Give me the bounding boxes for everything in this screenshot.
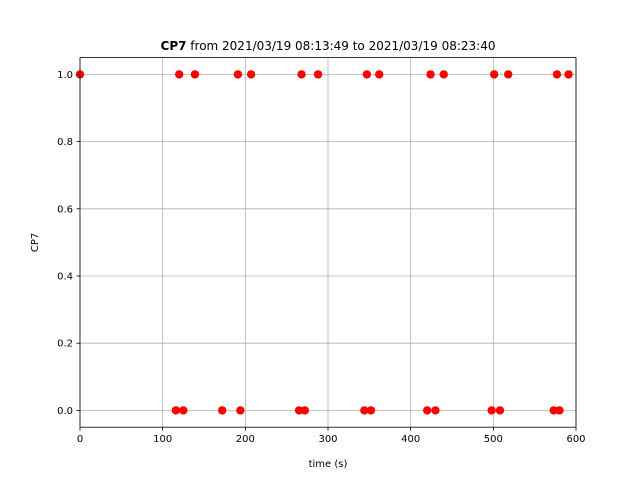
data-point	[233, 70, 243, 79]
data-point	[423, 406, 432, 415]
y-tick-label: 0.4	[57, 272, 73, 283]
data-point	[360, 406, 369, 415]
chart-title-rest: from 2021/03/19 08:13:49 to 2021/03/19 0…	[186, 39, 495, 53]
data-point	[366, 406, 376, 415]
data-point	[300, 406, 310, 415]
data-point	[564, 70, 573, 79]
data-point	[175, 70, 184, 79]
data-point	[313, 70, 323, 79]
data-point	[217, 406, 227, 415]
data-point	[495, 406, 505, 415]
x-tick-label: 200	[236, 434, 255, 445]
y-axis-label: CP7	[30, 233, 41, 252]
x-tick-label: 100	[153, 434, 172, 445]
x-axis-label: time (s)	[309, 459, 348, 470]
y-tick-label: 0.6	[57, 204, 73, 215]
data-point	[236, 406, 245, 415]
data-point	[171, 406, 181, 415]
data-point	[439, 70, 448, 79]
data-point	[246, 70, 256, 79]
data-point	[489, 70, 499, 79]
data-point	[375, 70, 384, 79]
data-point	[179, 406, 188, 415]
chart-title-bold: CP7	[161, 39, 187, 53]
y-tick-label: 1.0	[57, 70, 73, 81]
y-tick-label: 0.8	[57, 137, 73, 148]
y-axis: 0.0 0.2 0.4 0.6 0.8 1.0	[57, 70, 80, 417]
x-tick-label: 600	[566, 434, 585, 445]
x-tick-label: 300	[318, 434, 337, 445]
data-point	[504, 70, 513, 79]
data-point	[549, 406, 558, 415]
data-point	[487, 406, 496, 415]
chart-title: CP7 from 2021/03/19 08:13:49 to 2021/03/…	[161, 39, 496, 53]
x-tick-label: 0	[77, 434, 83, 445]
data-point	[294, 406, 304, 415]
data-points	[75, 70, 573, 415]
data-point	[555, 406, 564, 415]
data-point	[190, 70, 200, 79]
data-point	[362, 70, 372, 79]
x-tick-label: 400	[401, 434, 420, 445]
grid	[79, 57, 577, 428]
data-point	[552, 70, 562, 79]
data-point	[297, 70, 306, 79]
y-tick-label: 0.0	[57, 406, 73, 417]
x-axis: 0 100 200 300 400 500 600	[77, 427, 586, 445]
data-point	[431, 406, 440, 415]
data-point	[426, 70, 435, 79]
y-tick-label: 0.2	[57, 339, 73, 350]
x-tick-label: 500	[484, 434, 503, 445]
